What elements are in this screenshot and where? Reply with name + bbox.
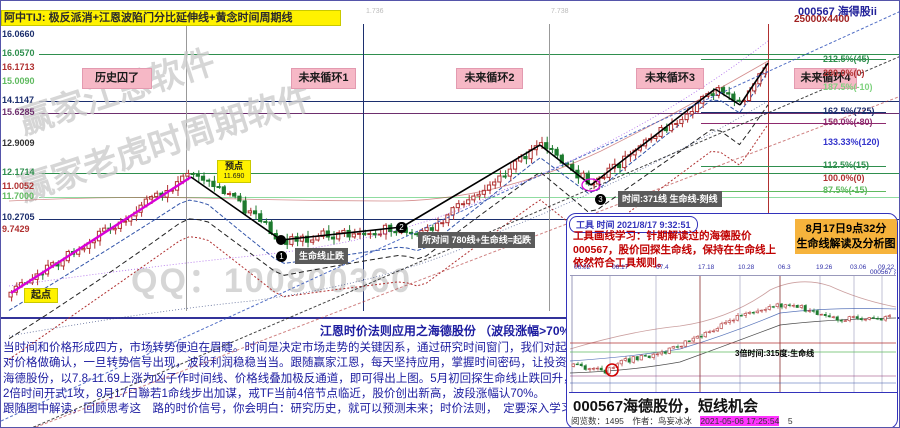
svg-text:3倍时间:315度:生命线: 3倍时间:315度:生命线 [735, 348, 814, 358]
svg-text:000567 海德股份: 000567 海德股份 [870, 267, 896, 276]
